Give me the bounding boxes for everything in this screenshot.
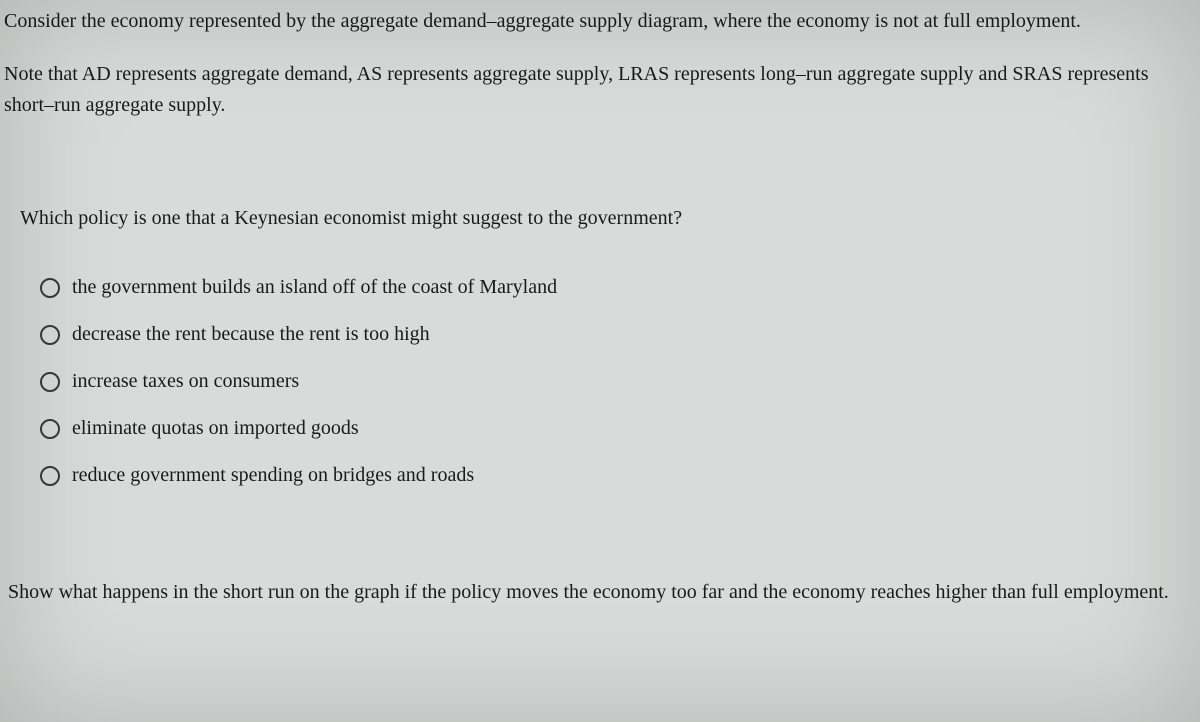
radio-icon[interactable]: [40, 419, 60, 439]
radio-icon[interactable]: [40, 325, 60, 345]
question-prompt: Which policy is one that a Keynesian eco…: [20, 203, 1190, 234]
option-label-2: increase taxes on consumers: [72, 366, 299, 397]
option-row-2[interactable]: increase taxes on consumers: [40, 366, 1190, 397]
option-row-0[interactable]: the government builds an island off of t…: [40, 272, 1190, 303]
option-label-0: the government builds an island off of t…: [72, 272, 557, 303]
option-label-4: reduce government spending on bridges an…: [72, 460, 474, 491]
option-label-3: eliminate quotas on imported goods: [72, 413, 359, 444]
radio-icon[interactable]: [40, 466, 60, 486]
option-row-4[interactable]: reduce government spending on bridges an…: [40, 460, 1190, 491]
intro-paragraph-2: Note that AD represents aggregate demand…: [4, 59, 1190, 121]
option-label-1: decrease the rent because the rent is to…: [72, 319, 430, 350]
question-page: Consider the economy represented by the …: [0, 0, 1200, 607]
options-group: the government builds an island off of t…: [40, 272, 1190, 491]
intro-paragraph-1: Consider the economy represented by the …: [4, 6, 1190, 37]
followup-prompt: Show what happens in the short run on th…: [8, 577, 1190, 607]
option-row-3[interactable]: eliminate quotas on imported goods: [40, 413, 1190, 444]
radio-icon[interactable]: [40, 278, 60, 298]
radio-icon[interactable]: [40, 372, 60, 392]
option-row-1[interactable]: decrease the rent because the rent is to…: [40, 319, 1190, 350]
